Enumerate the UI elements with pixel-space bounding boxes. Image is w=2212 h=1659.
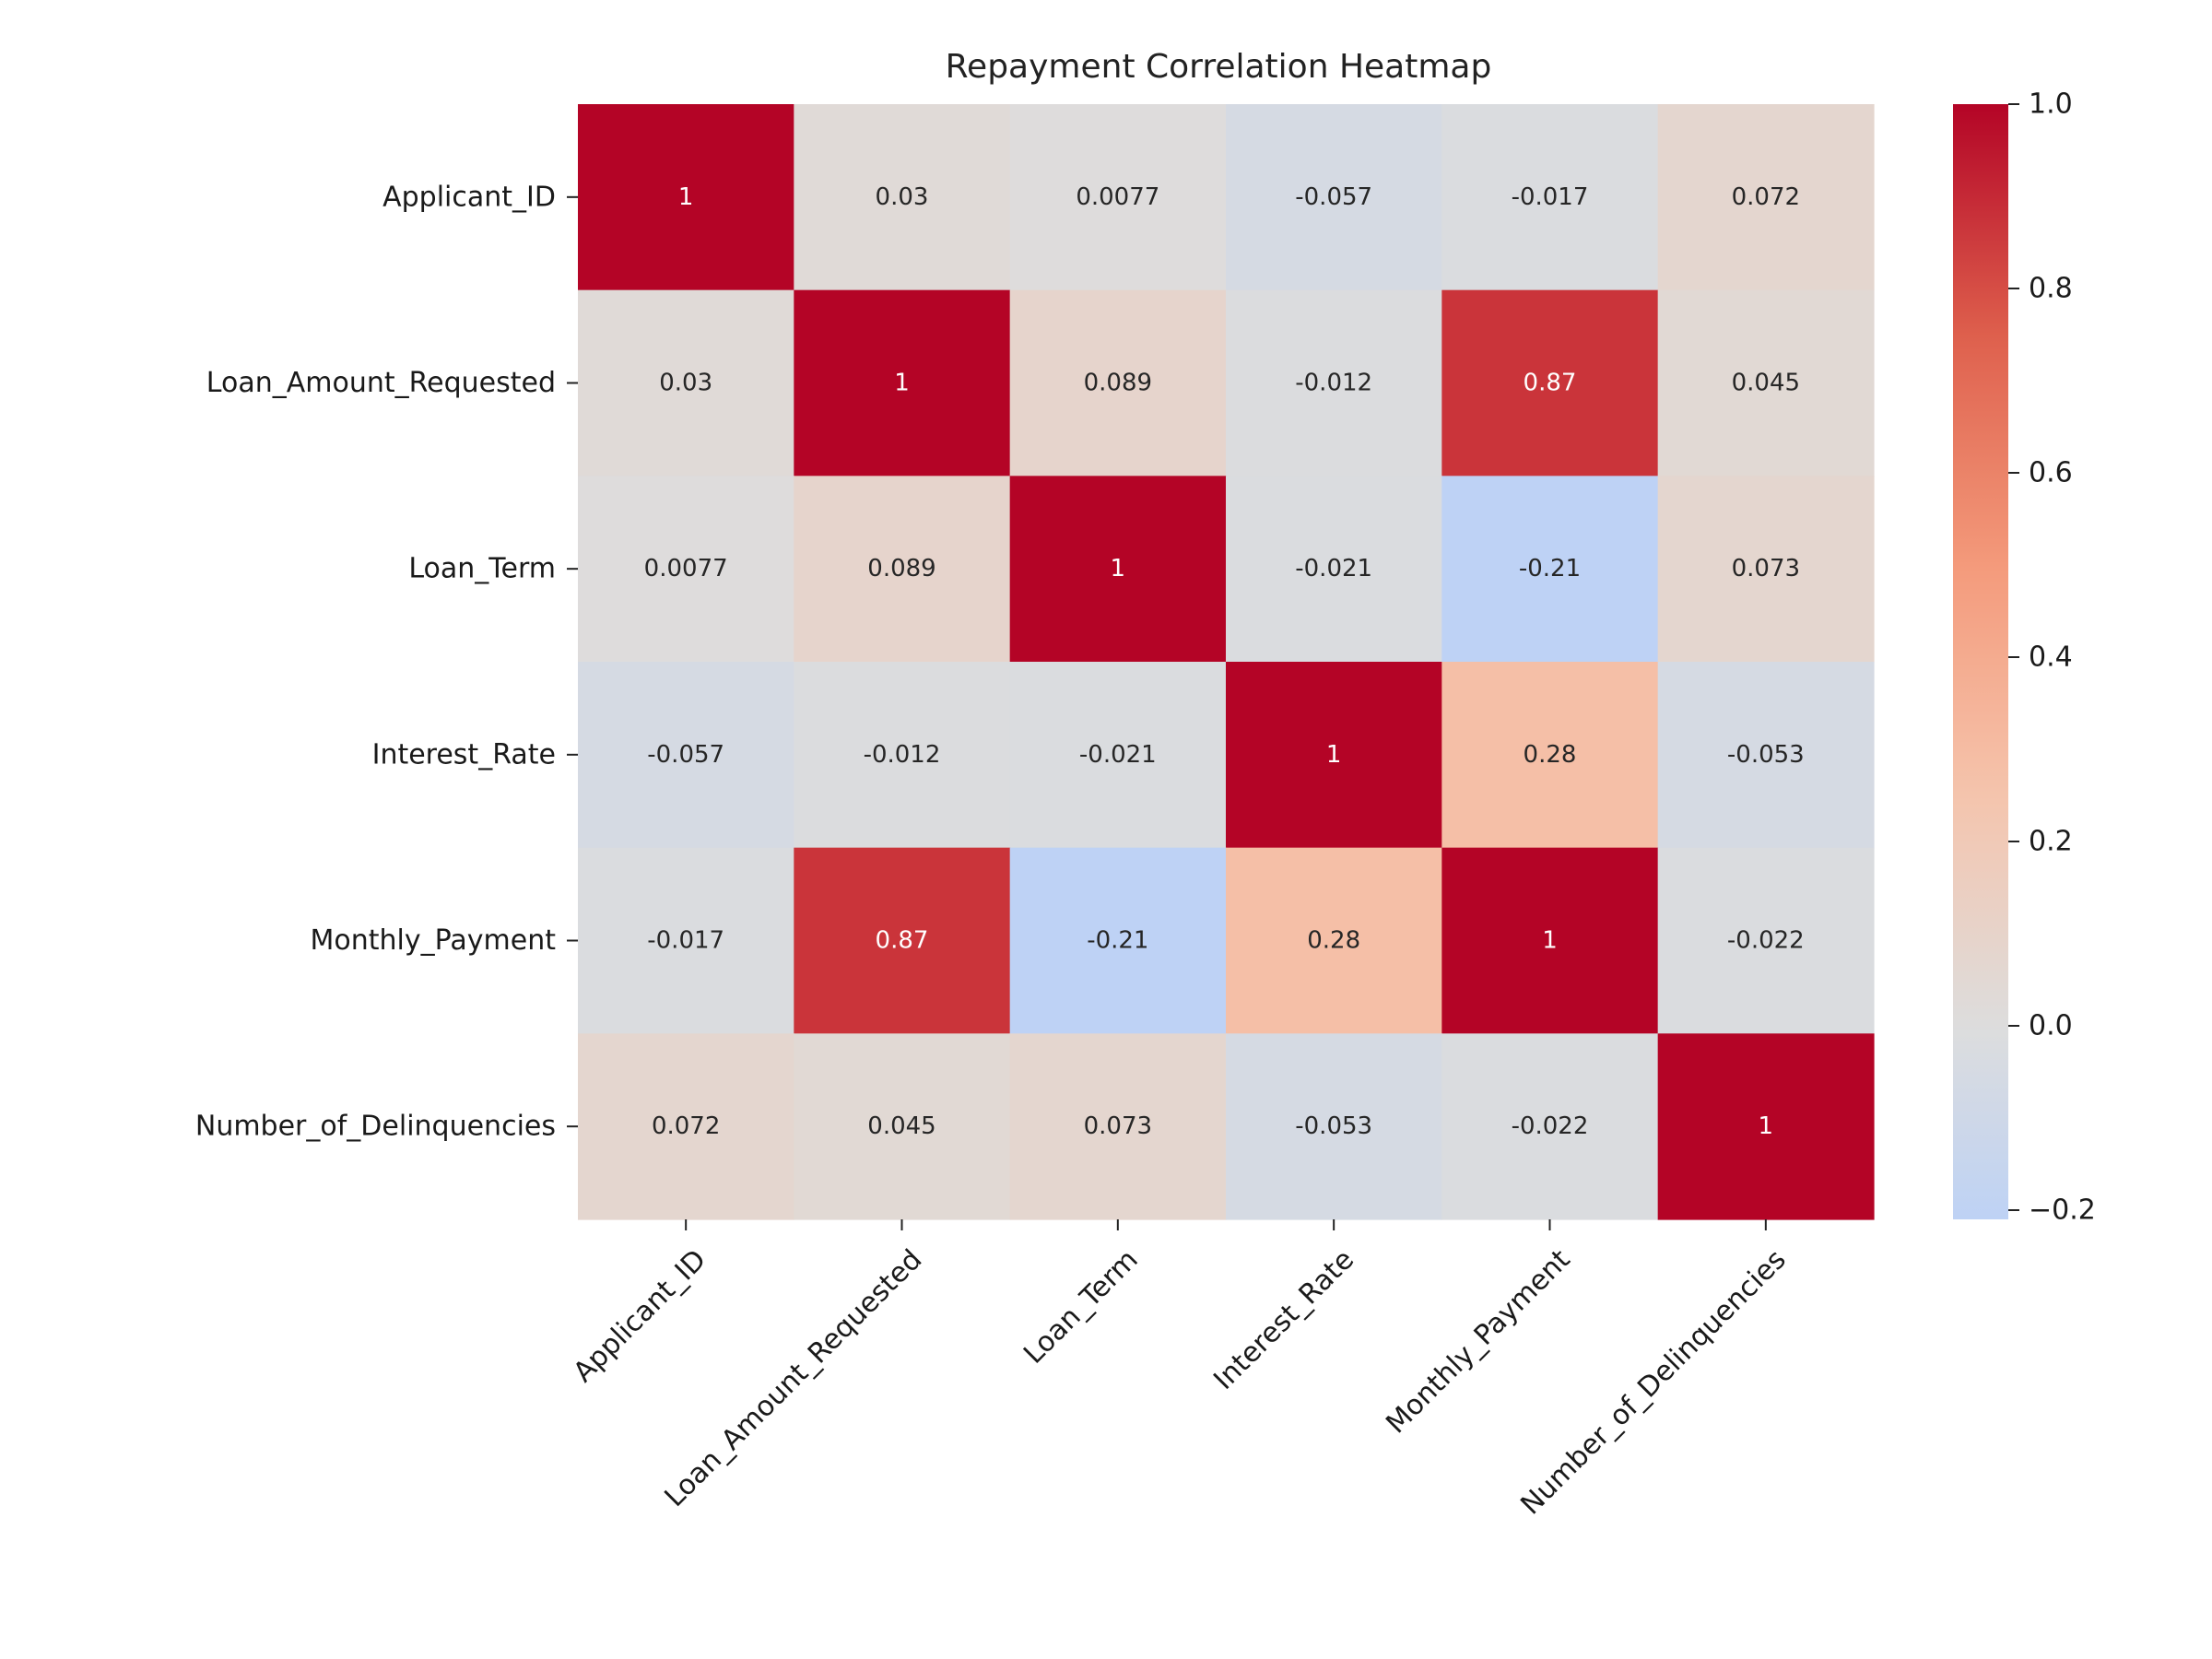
cell-value-label: 0.072 <box>1732 183 1800 211</box>
cell-value-label: 0.0077 <box>1076 183 1159 211</box>
heatmap-cell <box>1657 847 1875 1034</box>
colorbar-tick-label: 0.2 <box>2029 826 2073 858</box>
colorbar-tick-label: 0.8 <box>2029 273 2073 305</box>
heatmap-cell <box>1441 104 1659 291</box>
heatmap-cell <box>1441 662 1659 849</box>
heatmap-cell <box>1441 476 1659 663</box>
heatmap-cell <box>578 104 794 291</box>
heatmap-cell <box>1226 104 1442 291</box>
cell-value-label: -0.022 <box>1727 927 1805 955</box>
cell-value-label: -0.021 <box>1079 741 1157 769</box>
x-tick-label: Interest_Rate <box>1207 1243 1360 1396</box>
heatmap-cell <box>1657 104 1875 291</box>
heatmap-cell <box>794 847 1011 1034</box>
cell-value-label: -0.012 <box>1295 370 1372 397</box>
cell-value-label: 0.03 <box>659 370 712 397</box>
heatmap-cell <box>578 476 794 663</box>
cell-value-label: -0.057 <box>647 741 724 769</box>
cell-value-label: -0.21 <box>1087 927 1148 955</box>
y-axis: Applicant_ID Loan_Amount_Requested Loan_Te… <box>195 181 578 1143</box>
cell-value-label: 1 <box>1759 1112 1774 1140</box>
heatmap-cell <box>1441 289 1659 477</box>
cell-value-label: 0.089 <box>1084 370 1152 397</box>
colorbar-axis: 1.0 0.8 0.6 0.4 0.2 0.0 −0.2 <box>2008 88 2096 1227</box>
cell-value-label: -0.21 <box>1519 555 1581 582</box>
heatmap-cell <box>1226 289 1442 477</box>
cell-value-label: 0.073 <box>1732 555 1800 582</box>
heatmap-cell <box>1441 1033 1659 1220</box>
heatmap-cell <box>1226 662 1442 849</box>
heatmap-cell <box>1657 289 1875 477</box>
x-tick-label: Loan_Amount_Requested <box>659 1243 929 1513</box>
cell-value-label: 0.089 <box>867 555 935 582</box>
heatmap-cell <box>1657 662 1875 849</box>
heatmap-cell <box>578 662 794 849</box>
cell-value-label: -0.053 <box>1295 1112 1372 1140</box>
cell-value-label: 1 <box>1111 555 1126 582</box>
cell-value-label: 1 <box>678 183 694 211</box>
cell-value-label: 0.87 <box>1524 370 1577 397</box>
heatmap-cell <box>1009 289 1227 477</box>
y-tick-label: Monthly_Payment <box>311 924 557 957</box>
heatmap-cell <box>794 1033 1011 1220</box>
y-tick-label: Number_of_Delinquencies <box>195 1111 556 1143</box>
cell-value-label: 0.072 <box>652 1112 720 1140</box>
cell-value-label: -0.017 <box>1512 183 1589 211</box>
cell-value-label: 0.28 <box>1307 927 1360 955</box>
colorbar-tick-label: 1.0 <box>2029 88 2073 121</box>
colorbar-tick-label: 0.0 <box>2029 1010 2073 1042</box>
cell-value-label: -0.057 <box>1295 183 1372 211</box>
colorbar-tick-label: −0.2 <box>2029 1194 2096 1227</box>
heatmap-cell <box>1009 1033 1227 1220</box>
cell-value-label: 0.03 <box>876 183 929 211</box>
cell-value-label: 1 <box>894 370 910 397</box>
heatmap-cell <box>794 104 1011 291</box>
colorbar-bar <box>1953 104 2008 1219</box>
cell-value-label: 1 <box>1542 927 1558 955</box>
cell-value-label: -0.053 <box>1727 741 1805 769</box>
y-tick-label: Loan_Term <box>408 553 556 585</box>
cell-value-label: 0.073 <box>1084 1112 1152 1140</box>
heatmap-cell <box>1226 476 1442 663</box>
colorbar: 1.0 0.8 0.6 0.4 0.2 0.0 −0.2 <box>1953 88 2096 1227</box>
cell-value-label: 0.045 <box>1732 370 1800 397</box>
heatmap-cell <box>794 289 1011 477</box>
heatmap-cell <box>1009 104 1227 291</box>
cell-value-label: 0.28 <box>1524 741 1577 769</box>
heatmap-cell <box>1009 662 1227 849</box>
heatmap-cell <box>794 662 1011 849</box>
heatmap-cell <box>1226 847 1442 1034</box>
x-tick-label: Loan_Term <box>1018 1243 1145 1371</box>
heatmap-cell <box>794 476 1011 663</box>
heatmap-cell <box>1657 476 1875 663</box>
heatmap-cell <box>578 289 794 477</box>
colorbar-tick-label: 0.4 <box>2029 641 2073 674</box>
heatmap-cell <box>1009 476 1227 663</box>
cell-value-label: 1 <box>1326 741 1342 769</box>
heatmap-grid: 1 0.03 0.0077 -0.057 -0.017 0.072 0.03 1 0.089 -0… <box>578 104 1875 1220</box>
chart-title: Repayment Correlation Heatmap <box>946 48 1492 86</box>
cell-value-label: 0.87 <box>876 927 929 955</box>
colorbar-tick-label: 0.6 <box>2029 457 2073 489</box>
cell-value-label: -0.021 <box>1295 555 1372 582</box>
heatmap-cell <box>578 1033 794 1220</box>
heatmap-cell <box>1441 847 1659 1034</box>
heatmap-cell <box>1657 1033 1875 1220</box>
y-tick-label: Interest_Rate <box>372 738 556 771</box>
heatmap-cell <box>1226 1033 1442 1220</box>
cell-value-label: -0.017 <box>647 927 724 955</box>
heatmap-cell <box>578 847 794 1034</box>
cell-value-label: -0.022 <box>1512 1112 1589 1140</box>
cell-value-label: 0.0077 <box>644 555 728 582</box>
x-tick-label: Applicant_ID <box>567 1243 712 1389</box>
x-tick-label: Monthly_Payment <box>1380 1243 1576 1440</box>
heatmap-cell <box>1009 847 1227 1034</box>
y-tick-label: Loan_Amount_Requested <box>206 367 556 399</box>
cell-value-label: 0.045 <box>867 1112 935 1140</box>
y-tick-label: Applicant_ID <box>382 181 556 213</box>
cell-value-label: -0.012 <box>864 741 941 769</box>
